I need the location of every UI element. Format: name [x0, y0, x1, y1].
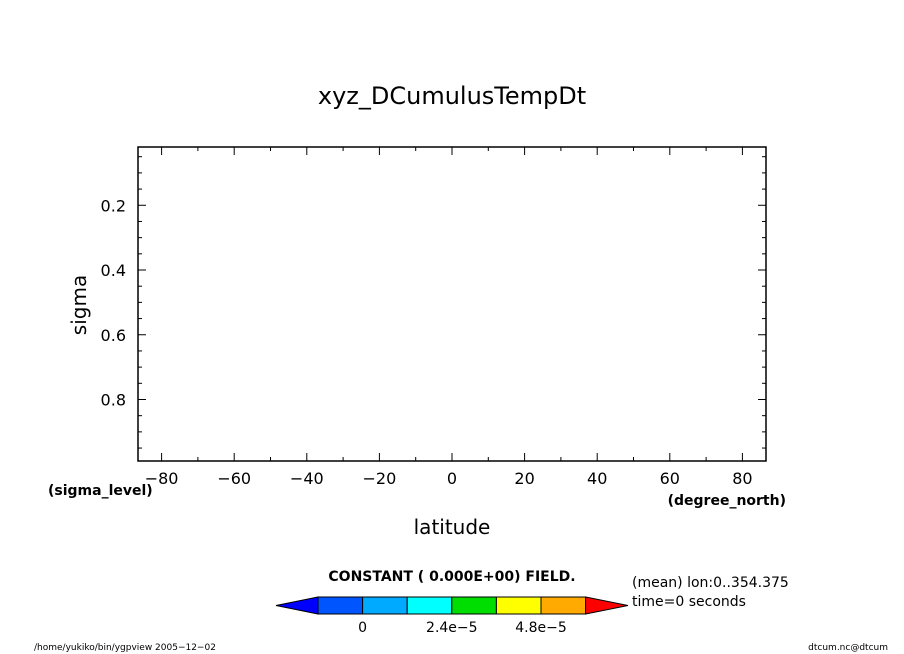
constant-field-note: CONSTANT ( 0.000E+00) FIELD.	[328, 569, 575, 585]
x-axis-label: latitude	[414, 515, 491, 539]
x-tick-label: −80	[145, 469, 179, 488]
colorbar-tick-label: 0	[358, 620, 367, 636]
x-tick-label: 40	[587, 469, 607, 488]
footer-file: dtcum.nc@dtcum	[808, 643, 888, 653]
x-axis-units: (degree_north)	[668, 493, 786, 509]
colorbar-segment	[540, 596, 587, 615]
x-tick-label: −20	[363, 469, 397, 488]
y-tick-label: 0.8	[101, 390, 126, 409]
x-tick-label: 80	[732, 469, 752, 488]
y-tick-label: 0.6	[101, 326, 126, 345]
x-tick-label: 0	[447, 469, 457, 488]
colorbar-arrow-high	[585, 596, 629, 615]
y-tick-label: 0.4	[101, 261, 126, 280]
x-tick-label: −40	[290, 469, 324, 488]
colorbar-segment	[495, 596, 542, 615]
footer-path: /home/yukiko/bin/ygpview 2005−12−02	[34, 643, 216, 653]
chart-title: xyz_DCumulusTempDt	[318, 82, 586, 110]
colorbar-arrow-low	[275, 596, 319, 615]
x-tick-label: 20	[514, 469, 534, 488]
info-line-time: time=0 seconds	[632, 594, 746, 610]
plot-frame	[137, 146, 767, 462]
colorbar-segment	[317, 596, 364, 615]
colorbar-segment	[362, 596, 408, 615]
y-axis-label: sigma	[67, 275, 91, 335]
colorbar-tick-label: 2.4e−5	[426, 620, 478, 636]
colorbar-tick-label: 4.8e−5	[515, 620, 567, 636]
info-line-mean: (mean) lon:0..354.375	[632, 575, 789, 591]
y-axis-ticks: 0.2 0.4 0.6 0.8	[101, 156, 766, 449]
y-tick-label: 0.2	[101, 196, 126, 215]
colorbar: 0 2.4e−5 4.8e−5	[275, 596, 629, 636]
x-tick-label: −60	[217, 469, 251, 488]
colorbar-segment	[406, 596, 453, 615]
y-axis-units: (sigma_level)	[48, 483, 153, 499]
x-tick-label: 60	[660, 469, 680, 488]
colorbar-segment	[451, 596, 497, 615]
x-axis-ticks: −80 −60 −40 −20 0 20 40 60 80	[145, 147, 753, 488]
